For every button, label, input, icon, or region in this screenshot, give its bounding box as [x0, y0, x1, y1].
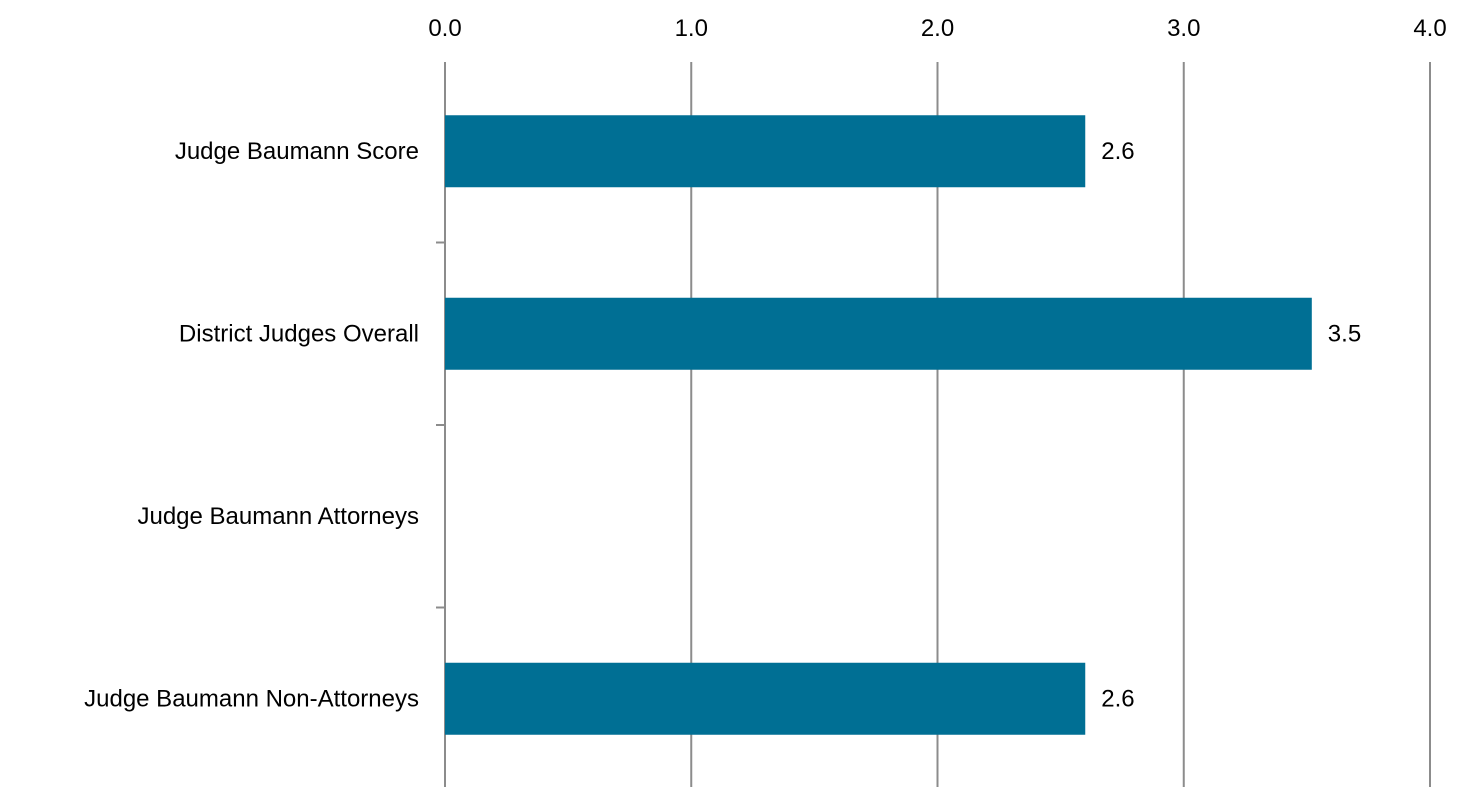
bar — [445, 662, 1086, 735]
bar — [445, 297, 1312, 370]
category-label: District Judges Overall — [179, 320, 419, 347]
category-label: Judge Baumann Score — [175, 138, 419, 165]
data-label: 2.6 — [1101, 685, 1134, 712]
x-tick-label: 3.0 — [1167, 15, 1200, 42]
category-label: Judge Baumann Non-Attorneys — [84, 685, 419, 712]
category-labels: Judge Baumann Score District Judges Overa… — [84, 138, 419, 713]
category-label: Judge Baumann Attorneys — [137, 503, 419, 530]
data-labels: 2.6 3.5 2.6 — [1101, 138, 1361, 713]
x-tick-label: 2.0 — [921, 15, 954, 42]
x-tick-labels: 0.0 1.0 2.0 3.0 4.0 — [428, 15, 1446, 42]
data-label: 2.6 — [1101, 138, 1134, 165]
x-tick-label: 4.0 — [1413, 15, 1446, 42]
value-axis — [436, 62, 446, 787]
data-label: 3.5 — [1328, 320, 1361, 347]
x-tick-label: 1.0 — [675, 15, 708, 42]
bar — [445, 115, 1086, 188]
bars — [445, 115, 1312, 735]
x-tick-label: 0.0 — [428, 15, 461, 42]
